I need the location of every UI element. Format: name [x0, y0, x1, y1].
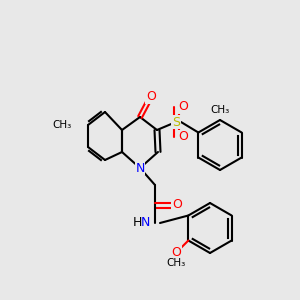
Text: O: O — [178, 130, 188, 143]
Text: CH₃: CH₃ — [53, 120, 72, 130]
Text: H: H — [132, 217, 142, 230]
Text: O: O — [172, 199, 182, 212]
Text: S: S — [172, 116, 180, 128]
Text: O: O — [146, 91, 156, 103]
Text: CH₃: CH₃ — [210, 105, 230, 115]
Text: CH₃: CH₃ — [167, 257, 186, 268]
Text: O: O — [171, 246, 181, 259]
Text: N: N — [135, 161, 145, 175]
Text: O: O — [178, 100, 188, 113]
Text: N: N — [140, 217, 150, 230]
